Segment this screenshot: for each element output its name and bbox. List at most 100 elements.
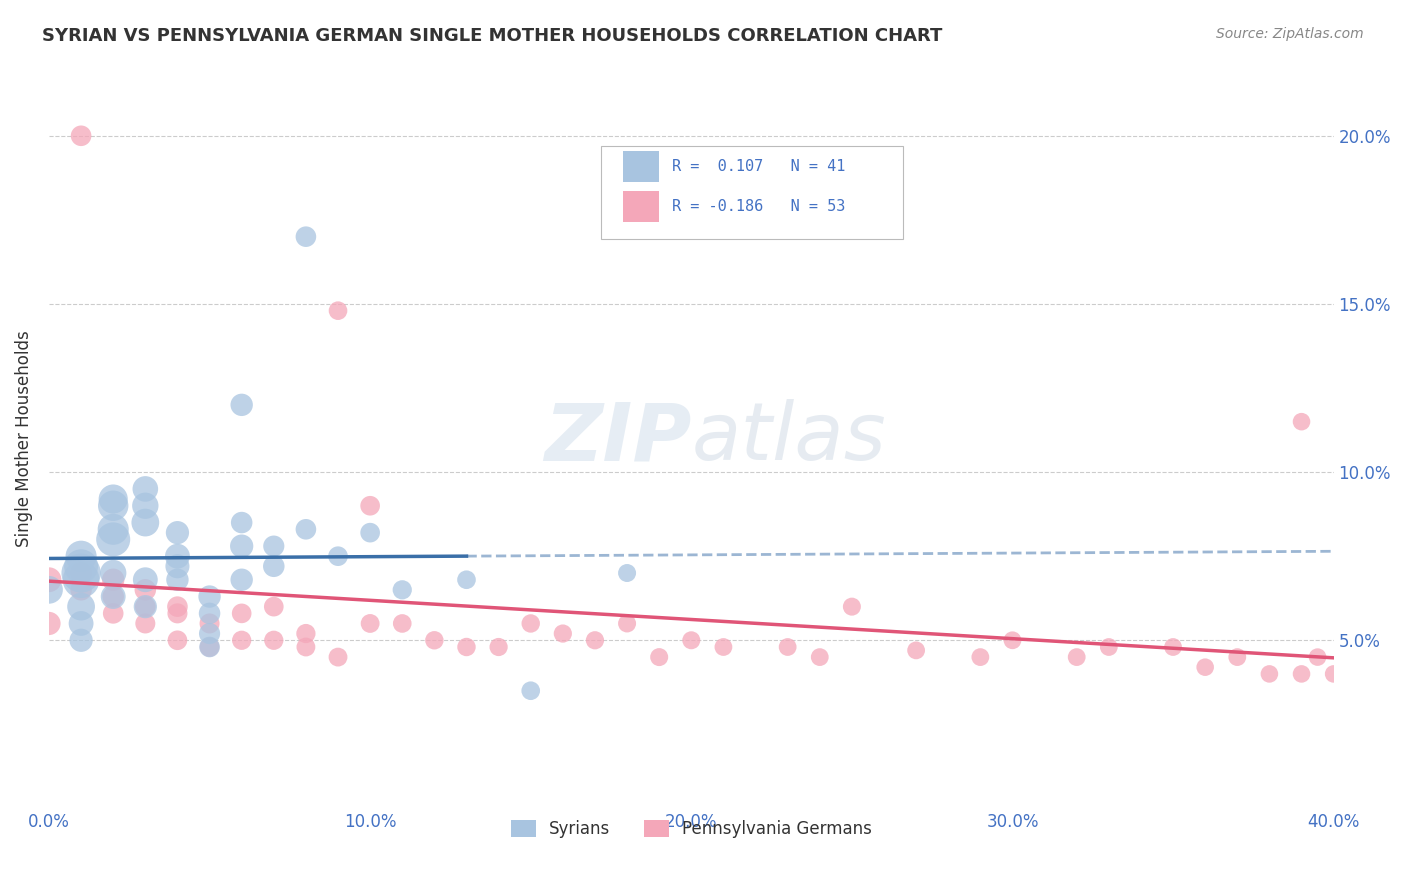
Point — [70, 599, 93, 614]
Point — [70, 633, 93, 648]
Point — [103, 566, 125, 580]
Point — [198, 626, 221, 640]
Point — [166, 559, 188, 574]
Text: ZIP: ZIP — [544, 400, 692, 477]
Point — [1194, 660, 1216, 674]
Point — [1258, 667, 1281, 681]
Point — [134, 599, 156, 614]
Point — [583, 633, 606, 648]
Point — [295, 626, 318, 640]
Point — [70, 616, 93, 631]
Point — [326, 303, 349, 318]
Point — [456, 640, 478, 654]
Point — [841, 599, 863, 614]
Point — [1066, 650, 1088, 665]
Point — [295, 229, 318, 244]
Point — [391, 582, 413, 597]
Point — [103, 533, 125, 547]
Point — [103, 590, 125, 604]
Point — [326, 650, 349, 665]
Point — [134, 573, 156, 587]
Point — [103, 590, 125, 604]
Point — [326, 549, 349, 564]
Point — [166, 633, 188, 648]
Point — [713, 640, 735, 654]
Point — [263, 599, 285, 614]
Point — [969, 650, 991, 665]
Point — [905, 643, 928, 657]
Point — [1306, 650, 1329, 665]
Point — [263, 559, 285, 574]
Legend: Syrians, Pennsylvania Germans: Syrians, Pennsylvania Germans — [505, 813, 879, 845]
Point — [134, 499, 156, 513]
Y-axis label: Single Mother Households: Single Mother Households — [15, 330, 32, 547]
Point — [38, 573, 60, 587]
Text: SYRIAN VS PENNSYLVANIA GERMAN SINGLE MOTHER HOUSEHOLDS CORRELATION CHART: SYRIAN VS PENNSYLVANIA GERMAN SINGLE MOT… — [42, 27, 942, 45]
Point — [519, 683, 541, 698]
Point — [359, 499, 381, 513]
Point — [70, 549, 93, 564]
FancyBboxPatch shape — [602, 146, 903, 239]
Text: R =  0.107   N = 41: R = 0.107 N = 41 — [672, 159, 845, 174]
Point — [423, 633, 446, 648]
Point — [166, 549, 188, 564]
Point — [134, 582, 156, 597]
Point — [198, 640, 221, 654]
Point — [1098, 640, 1121, 654]
Point — [1161, 640, 1184, 654]
Point — [231, 398, 253, 412]
Point — [488, 640, 510, 654]
Point — [198, 640, 221, 654]
Point — [1323, 667, 1346, 681]
Bar — [623, 191, 659, 222]
Point — [38, 582, 60, 597]
Point — [103, 607, 125, 621]
Point — [70, 559, 93, 574]
Point — [776, 640, 799, 654]
Point — [1291, 667, 1313, 681]
Point — [1291, 415, 1313, 429]
Point — [231, 539, 253, 553]
Point — [263, 633, 285, 648]
Point — [70, 566, 93, 580]
Point — [103, 522, 125, 536]
Point — [103, 491, 125, 506]
Point — [551, 626, 574, 640]
Point — [359, 525, 381, 540]
Text: R = -0.186   N = 53: R = -0.186 N = 53 — [672, 199, 845, 214]
Point — [391, 616, 413, 631]
Point — [166, 607, 188, 621]
Point — [808, 650, 831, 665]
Point — [231, 573, 253, 587]
Bar — [623, 151, 659, 182]
Point — [295, 640, 318, 654]
Point — [198, 616, 221, 631]
Point — [456, 573, 478, 587]
Point — [70, 582, 93, 597]
Point — [519, 616, 541, 631]
Point — [38, 616, 60, 631]
Point — [231, 633, 253, 648]
Point — [166, 599, 188, 614]
Point — [648, 650, 671, 665]
Point — [134, 616, 156, 631]
Text: atlas: atlas — [692, 400, 886, 477]
Point — [103, 573, 125, 587]
Point — [616, 566, 638, 580]
Point — [70, 566, 93, 580]
Point — [231, 516, 253, 530]
Point — [616, 616, 638, 631]
Point — [134, 482, 156, 496]
Point — [166, 573, 188, 587]
Point — [295, 522, 318, 536]
Point — [70, 573, 93, 587]
Point — [70, 128, 93, 143]
Point — [263, 539, 285, 553]
Point — [166, 525, 188, 540]
Point — [134, 599, 156, 614]
Text: Source: ZipAtlas.com: Source: ZipAtlas.com — [1216, 27, 1364, 41]
Point — [359, 616, 381, 631]
Point — [103, 499, 125, 513]
Point — [198, 590, 221, 604]
Point — [198, 607, 221, 621]
